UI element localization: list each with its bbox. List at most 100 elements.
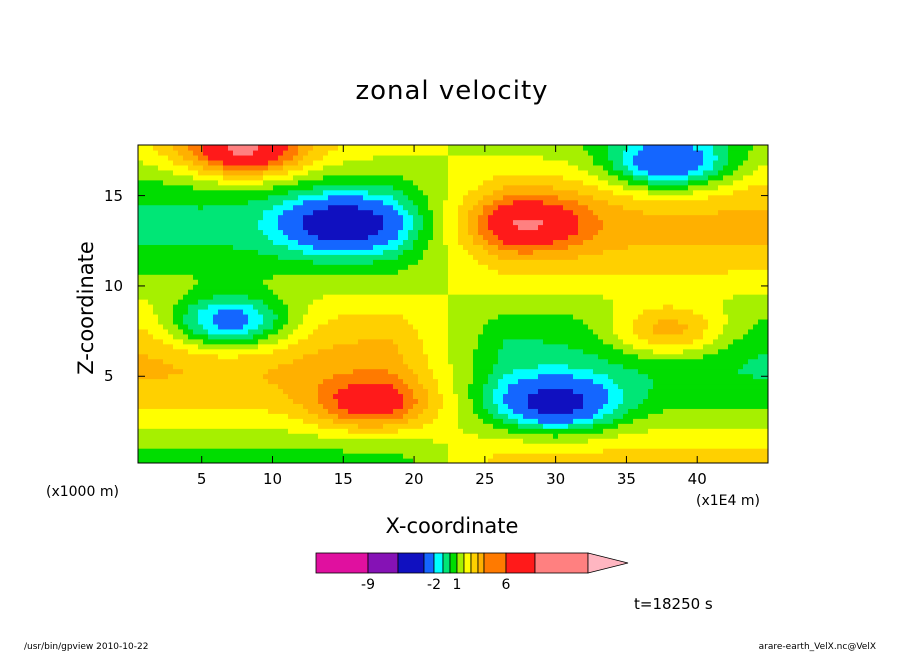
contour-cell	[198, 224, 204, 231]
contour-cell	[453, 423, 459, 429]
contour-cell	[508, 264, 514, 270]
contour-cell	[193, 318, 199, 325]
contour-cell	[403, 428, 409, 434]
contour-cell	[458, 353, 464, 360]
contour-cell	[238, 428, 244, 434]
contour-cell	[513, 423, 519, 429]
contour-cell	[228, 438, 234, 444]
contour-cell	[298, 159, 304, 166]
contour-cell	[463, 299, 469, 305]
contour-cell	[313, 204, 319, 211]
contour-cell	[523, 239, 529, 245]
contour-cell	[168, 458, 174, 463]
contour-cell	[458, 308, 464, 315]
contour-cell	[138, 353, 144, 360]
contour-cell	[203, 194, 209, 201]
contour-cell	[303, 438, 309, 444]
contour-cell	[143, 433, 149, 439]
contour-cell	[408, 279, 414, 285]
contour-cell	[178, 383, 184, 390]
contour-cell	[168, 323, 174, 330]
contour-cell	[303, 149, 309, 156]
contour-cell	[148, 229, 154, 236]
contour-cell	[173, 333, 179, 340]
contour-cell	[283, 279, 289, 285]
contour-cell	[398, 194, 404, 201]
contour-cell	[353, 219, 359, 226]
contour-cell	[153, 264, 159, 270]
contour-cell	[173, 388, 179, 395]
contour-cell	[358, 418, 364, 424]
contour-cell	[468, 418, 474, 424]
contour-cell	[173, 308, 179, 315]
contour-cell	[228, 398, 234, 404]
contour-cell	[448, 209, 454, 216]
contour-cell	[483, 318, 489, 325]
contour-cell	[413, 383, 419, 390]
contour-cell	[168, 189, 174, 196]
contour-cell	[463, 308, 469, 315]
contour-cell	[278, 169, 284, 176]
contour-cell	[253, 264, 259, 270]
contour-cell	[498, 448, 504, 454]
contour-cell	[293, 453, 299, 459]
contour-cell	[208, 363, 214, 370]
contour-cell	[278, 358, 284, 365]
contour-cell	[518, 433, 524, 439]
contour-cell	[273, 289, 279, 295]
contour-cell	[368, 353, 374, 360]
contour-cell	[223, 418, 229, 424]
contour-cell	[448, 343, 454, 350]
contour-cell	[383, 358, 389, 365]
contour-cell	[338, 149, 344, 156]
contour-cell	[253, 458, 259, 463]
contour-cell	[463, 453, 469, 459]
contour-cell	[163, 294, 169, 300]
contour-cell	[153, 363, 159, 370]
contour-cell	[288, 458, 294, 463]
contour-cell	[368, 453, 374, 459]
contour-cell	[468, 174, 474, 181]
contour-cell	[373, 189, 379, 196]
contour-cell	[443, 189, 449, 196]
contour-cell	[323, 313, 329, 320]
contour-cell	[463, 393, 469, 400]
contour-cell	[468, 453, 474, 459]
contour-cell	[323, 363, 329, 370]
contour-cell	[228, 259, 234, 265]
contour-cell	[243, 398, 249, 404]
contour-cell	[523, 169, 529, 176]
contour-cell	[308, 453, 314, 459]
contour-cell	[273, 323, 279, 330]
contour-cell	[503, 408, 509, 414]
contour-cell	[258, 279, 264, 285]
contour-cell	[168, 363, 174, 370]
contour-cell	[398, 373, 404, 380]
contour-cell	[343, 214, 349, 221]
contour-cell	[388, 453, 394, 459]
contour-cell	[193, 299, 199, 305]
contour-cell	[388, 328, 394, 335]
contour-cell	[318, 174, 324, 181]
contour-cell	[518, 453, 524, 459]
contour-cell	[293, 279, 299, 285]
contour-cell	[483, 358, 489, 365]
contour-cell	[353, 318, 359, 325]
contour-cell	[153, 338, 159, 345]
contour-cell	[373, 304, 379, 310]
contour-cell	[318, 214, 324, 221]
contour-cell	[223, 393, 229, 400]
contour-cell	[203, 448, 209, 454]
contour-cell	[198, 259, 204, 265]
contour-cell	[168, 353, 174, 360]
contour-cell	[303, 448, 309, 454]
contour-cell	[283, 209, 289, 216]
contour-cell	[283, 388, 289, 395]
contour-cell	[228, 239, 234, 245]
contour-cell	[403, 418, 409, 424]
contour-cell	[368, 244, 374, 250]
contour-cell	[283, 353, 289, 360]
contour-cell	[433, 393, 439, 400]
contour-cell	[268, 145, 274, 151]
contour-cell	[233, 229, 239, 236]
